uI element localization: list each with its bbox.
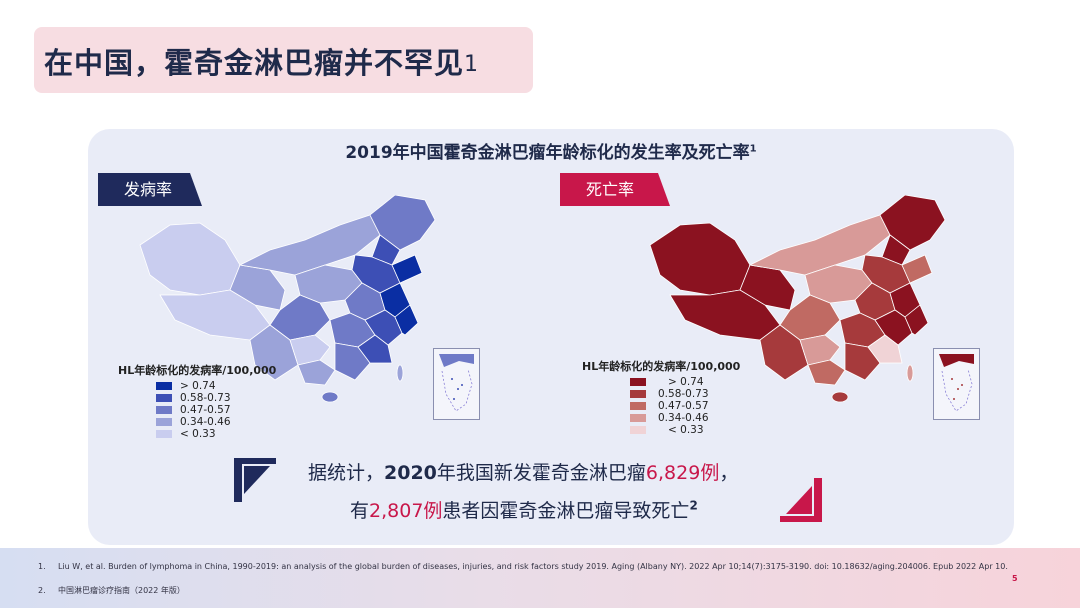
incidence-tag: 发病率 [98, 173, 202, 206]
stat-line-1: 据统计，2020年我国新发霍奇金淋巴瘤6,829例， [308, 462, 739, 484]
legend-row: > 0.74 [582, 376, 752, 388]
legend-row: < 0.33 [118, 428, 288, 440]
page-number: 5 [1012, 574, 1018, 583]
left-corner-bracket-icon [234, 458, 276, 502]
footer [0, 548, 1080, 608]
legend-row: > 0.74 [118, 380, 288, 392]
legend-row: 0.58-0.73 [582, 388, 752, 400]
mortality-legend: HL年龄标化的发病率/100,000 > 0.74 0.58-0.73 0.47… [582, 358, 752, 436]
legend-row: 0.34-0.46 [118, 416, 288, 428]
legend-title: HL年龄标化的发病率/100,000 [582, 360, 741, 373]
legend-title: HL年龄标化的发病率/100,000 [118, 364, 277, 377]
legend-row: < 0.33 [582, 424, 752, 436]
incidence-map [139, 195, 436, 403]
mortality-map [649, 195, 946, 403]
title-box: 在中国，霍奇金淋巴瘤并不罕见1 [34, 27, 533, 93]
legend-row: 0.47-0.57 [118, 404, 288, 416]
panel-title: 2019年中国霍奇金淋巴瘤年龄标化的发生率及死亡率1 [345, 143, 757, 163]
south-china-sea-inset-left [433, 348, 480, 420]
legend-row: 0.34-0.46 [582, 412, 752, 424]
legend-row: 0.58-0.73 [118, 392, 288, 404]
legend-row: 0.47-0.57 [582, 400, 752, 412]
incidence-legend: HL年龄标化的发病率/100,000 > 0.74 0.58-0.73 0.47… [118, 362, 288, 440]
mortality-tag: 死亡率 [560, 173, 670, 206]
page-title: 在中国，霍奇金淋巴瘤并不罕见1 [44, 46, 480, 80]
right-corner-bracket-icon [780, 478, 822, 522]
south-china-sea-inset-right [933, 348, 980, 420]
stat-line-2: 有2,807例患者因霍奇金淋巴瘤导致死亡2 [350, 498, 698, 522]
